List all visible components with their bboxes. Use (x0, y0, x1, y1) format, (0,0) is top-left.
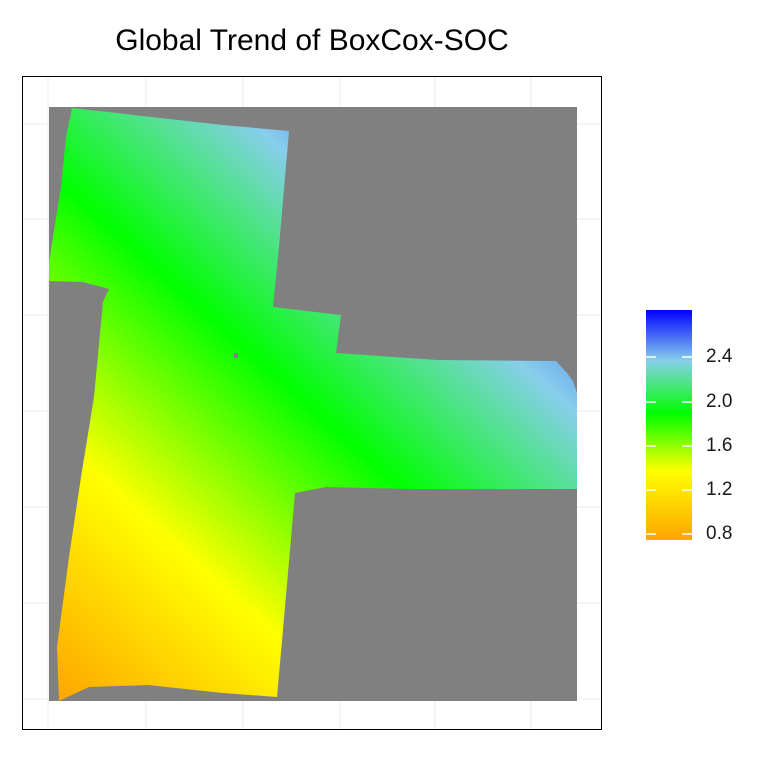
legend-label-2-0: 2.0 (706, 391, 733, 412)
na-speck (234, 353, 238, 358)
legend-label-1-2: 1.2 (706, 479, 733, 500)
plot-panel (22, 76, 602, 730)
legend-label-2-4: 2.4 (706, 346, 733, 367)
trend-surface (49, 108, 577, 701)
chart-title: Global Trend of BoxCox-SOC (115, 24, 509, 57)
legend-label-0-8: 0.8 (706, 523, 733, 544)
plot-area (23, 77, 601, 729)
legend-label-1-6: 1.6 (706, 435, 733, 456)
legend-colorbar (646, 310, 692, 540)
